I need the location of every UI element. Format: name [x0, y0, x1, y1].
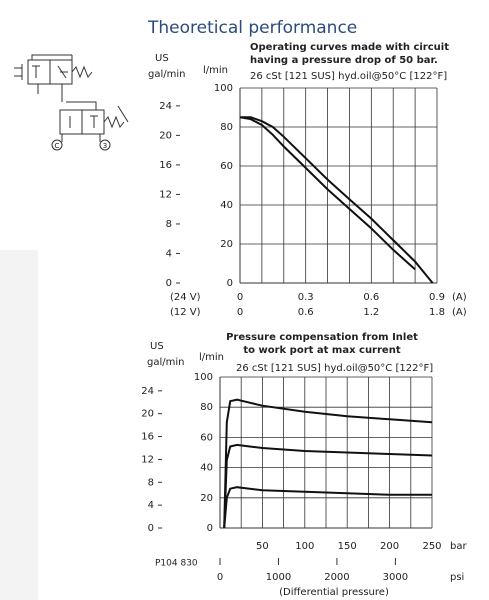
series-line: [223, 486, 432, 529]
y-label: l/min: [199, 352, 224, 363]
figure-code: P104 830: [155, 559, 198, 569]
y-tick-label: 100: [194, 372, 213, 383]
y2-tick-label: 12: [159, 189, 172, 200]
x-tick-label: 100: [295, 541, 314, 552]
y2-tick-label: 20: [159, 130, 172, 141]
x-label: (Differential pressure): [279, 587, 389, 598]
x-tick-label: 0: [237, 292, 243, 303]
y2-tick-label: 0: [148, 523, 154, 534]
page-title: Theoretical performance: [147, 18, 357, 38]
series-line: [223, 443, 433, 529]
x-tick-label: 200: [380, 541, 399, 552]
x2-unit: (A): [452, 307, 467, 318]
series-line: [223, 398, 433, 529]
y-tick-label: 100: [214, 83, 233, 94]
x-tick-label: 0.9: [429, 292, 445, 303]
y-tick-label: 60: [220, 161, 233, 172]
x2-unit: psi: [450, 572, 464, 583]
x-unit: (A): [452, 292, 467, 303]
chart-title: Pressure compensation from Inlet: [226, 332, 418, 343]
y2-label: US: [155, 53, 169, 64]
port-label: C: [55, 142, 60, 150]
y2-tick-label: 12: [141, 454, 154, 465]
side-panel: [0, 250, 38, 600]
y-tick-label: 40: [220, 200, 233, 211]
y-tick-label: 60: [200, 432, 213, 443]
y-tick-label: 0: [227, 278, 233, 289]
port-label: 3: [103, 142, 107, 150]
y2-tick-label: 20: [141, 409, 154, 420]
y2-tick-label: 0: [166, 278, 172, 289]
y-tick-label: 20: [200, 493, 213, 504]
x2-row-label: (12 V): [170, 307, 201, 318]
chart-title: to work port at max current: [243, 345, 400, 356]
y2-label: US: [150, 341, 164, 352]
y-tick-label: 0: [207, 523, 213, 534]
x2-tick-label: 2000: [324, 572, 349, 583]
series-line: [240, 116, 434, 284]
x-tick-label: 50: [256, 541, 269, 552]
y2-tick-label: 16: [141, 432, 154, 443]
y-tick-label: 20: [220, 239, 233, 250]
y2-tick-label: 24: [159, 101, 172, 112]
schematic: [14, 54, 129, 151]
y2-tick-label: 4: [166, 248, 172, 259]
x2-tick-label: 0: [217, 572, 223, 583]
chart-title: Operating curves made with circuit: [250, 42, 449, 53]
y-label: l/min: [203, 65, 228, 76]
x-tick-label: 150: [338, 541, 357, 552]
y-tick-label: 80: [220, 122, 233, 133]
x2-tick-label: 0.6: [298, 307, 314, 318]
x-unit: bar: [450, 541, 467, 552]
y2-tick-label: 8: [148, 477, 154, 488]
chart-subtitle: 26 cSt [121 SUS] hyd.oil@50°C [122°F]: [250, 71, 447, 82]
x2-tick-label: 0: [237, 307, 243, 318]
y-tick-label: 40: [200, 463, 213, 474]
chart-title: having a pressure drop of 50 bar.: [250, 55, 438, 66]
y2-tick-label: 24: [141, 386, 154, 397]
x-tick-label: 0.3: [298, 292, 314, 303]
x2-tick-label: 1.2: [363, 307, 379, 318]
y2-tick-label: 16: [159, 160, 172, 171]
y2-label: gal/min: [147, 357, 184, 368]
x2-tick-label: 3000: [383, 572, 408, 583]
y2-label: gal/min: [148, 69, 185, 80]
x-row-label: (24 V): [170, 292, 201, 303]
series-line: [239, 116, 416, 271]
x-tick-label: 0.6: [363, 292, 379, 303]
x2-tick-label: 1.8: [429, 307, 445, 318]
y2-tick-label: 8: [166, 219, 172, 230]
chart-subtitle: 26 cSt [121 SUS] hyd.oil@50°C [122°F]: [236, 363, 433, 374]
y2-tick-label: 4: [148, 500, 154, 511]
x-tick-label: 250: [422, 541, 441, 552]
x2-tick-label: 1000: [266, 572, 291, 583]
y-tick-label: 80: [200, 402, 213, 413]
